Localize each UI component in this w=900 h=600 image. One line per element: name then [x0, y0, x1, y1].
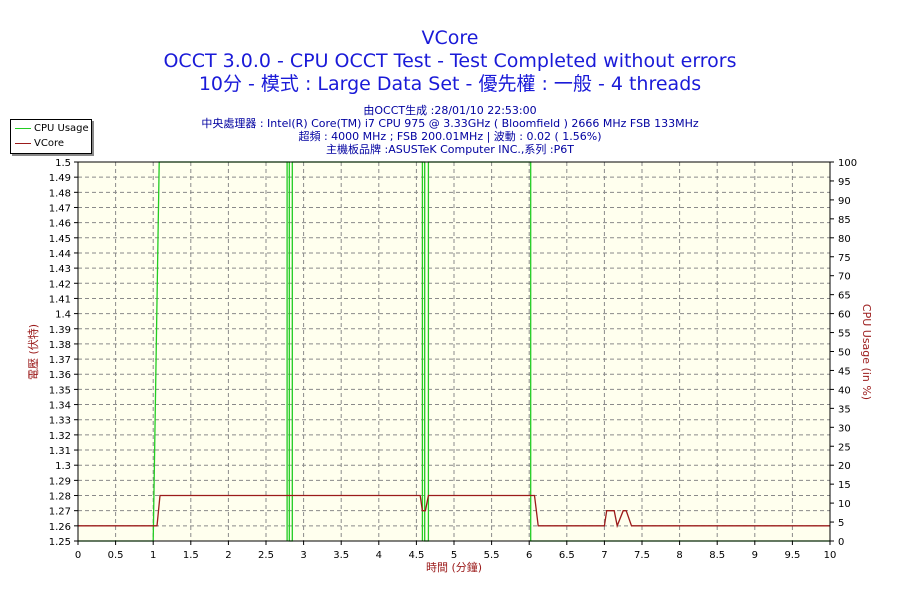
y-tick-label: 1.34: [49, 401, 71, 412]
legend-swatch-cpu-usage: [15, 127, 31, 129]
grid-lines: [78, 162, 830, 541]
y2-tick-label: 85: [838, 215, 851, 226]
y-tick-label: 1.45: [49, 234, 71, 245]
y2-axis-ticks: 0 5 10 15 20 25 30 35 40 45 50 55 60 65 70 75 80 85 90 95 10…: [830, 158, 857, 548]
y-tick-label: 1.38: [49, 340, 71, 351]
y-tick-label: 1.35: [49, 385, 71, 396]
y-tick-label: 1.36: [49, 370, 71, 381]
y-tick-label: 1.28: [49, 492, 71, 503]
x-tick-label: 6.5: [559, 550, 575, 561]
y-tick-label: 1.41: [49, 294, 71, 305]
y2-tick-label: 65: [838, 291, 851, 302]
info-generated: 由OCCT生成 :28/01/10 22:53:00: [363, 104, 537, 117]
x-tick-label: 0.5: [108, 550, 124, 561]
x-tick-label: 2: [225, 550, 231, 561]
y-tick-label: 1.47: [49, 203, 71, 214]
y-tick-label: 1.43: [49, 264, 71, 275]
y-tick-label: 1.26: [49, 522, 71, 533]
y2-tick-label: 5: [838, 518, 844, 529]
y-tick-label: 1.42: [49, 279, 71, 290]
vcore-line: [78, 494, 830, 529]
data-lines: [78, 161, 830, 542]
y-tick-label: 1.3: [55, 461, 71, 472]
y-tick-label: 1.31: [49, 446, 71, 457]
x-tick-label: 4.5: [408, 550, 424, 561]
x-tick-label: 2.5: [258, 550, 274, 561]
y2-tick-label: 0: [838, 537, 844, 548]
chart-title: VCore: [421, 27, 479, 49]
y2-tick-label: 55: [838, 329, 851, 340]
y-tick-label: 1.5: [55, 158, 71, 169]
y2-tick-label: 80: [838, 234, 851, 245]
y-tick-label: 1.44: [49, 249, 71, 260]
y2-tick-label: 10: [838, 499, 851, 510]
y2-tick-label: 20: [838, 461, 851, 472]
y2-tick-label: 95: [838, 177, 851, 188]
plot-border: [77, 161, 831, 542]
y2-tick-label: 40: [838, 385, 851, 396]
x-tick-label: 10: [824, 550, 837, 561]
y-tick-label: 1.48: [49, 188, 71, 199]
y-tick-label: 1.32: [49, 431, 71, 442]
x-tick-label: 7: [601, 550, 607, 561]
y-tick-label: 1.27: [49, 507, 71, 518]
y-axis-label: 電壓 (伏特): [26, 324, 40, 380]
chart-subtitle-mode: 10分 - 模式 : Large Data Set - 優先權 : 一般 - 4…: [198, 73, 702, 95]
legend-label-vcore: VCore: [34, 138, 64, 149]
y-tick-label: 1.29: [49, 476, 71, 487]
y2-tick-label: 90: [838, 196, 851, 207]
x-tick-label: 5: [451, 550, 457, 561]
y-tick-label: 1.4: [55, 310, 71, 321]
info-overclock: 超頻 : 4000 MHz ; FSB 200.01MHz | 波動 : 0.0…: [298, 130, 602, 143]
x-tick-label: 0: [75, 550, 81, 561]
y-tick-label: 1.25: [49, 537, 71, 548]
chart-subtitle-test: OCCT 3.0.0 - CPU OCCT Test - Test Comple…: [163, 50, 737, 72]
y2-tick-label: 30: [838, 423, 851, 434]
x-tick-label: 5.5: [484, 550, 500, 561]
y2-tick-label: 25: [838, 442, 851, 453]
legend-swatch-vcore: [15, 142, 31, 144]
y2-tick-label: 100: [838, 158, 857, 169]
info-motherboard: 主機板品牌 :ASUSTeK Computer INC.,系列 :P6T: [326, 143, 574, 156]
y-tick-label: 1.49: [49, 173, 71, 184]
x-tick-label: 8.5: [709, 550, 725, 561]
y2-axis-label: CPU Usage (in %): [860, 304, 873, 400]
x-tick-label: 8: [676, 550, 682, 561]
x-tick-label: 9.5: [784, 550, 800, 561]
y-tick-label: 1.46: [49, 219, 71, 230]
y2-tick-label: 60: [838, 310, 851, 321]
x-tick-label: 6: [526, 550, 532, 561]
plot-background: [78, 162, 830, 541]
legend-label-cpu-usage: CPU Usage: [34, 123, 89, 134]
x-tick-label: 1.5: [183, 550, 199, 561]
x-tick-label: 3.5: [333, 550, 349, 561]
x-tick-label: 9: [752, 550, 758, 561]
y-tick-label: 1.37: [49, 355, 71, 366]
x-axis-ticks: 0 0.5 1 1.5 2 2.5 3 3.5 4 4.5 5 5.5 6 6.5 7 7.5 8 8.5 9 9.5…: [75, 541, 837, 561]
info-cpu: 中央處理器 : Intel(R) Core(TM) i7 CPU 975 @ 3…: [201, 117, 699, 130]
legend-item-cpu-usage: CPU Usage: [15, 122, 89, 136]
x-tick-label: 3: [300, 550, 306, 561]
y-tick-label: 1.33: [49, 416, 71, 427]
x-tick-label: 1: [150, 550, 156, 561]
y2-tick-label: 45: [838, 366, 851, 377]
y2-tick-label: 70: [838, 272, 851, 283]
chart-legend: CPU Usage VCore: [10, 119, 92, 154]
y2-tick-label: 35: [838, 404, 851, 415]
y2-tick-label: 50: [838, 348, 851, 359]
y-tick-label: 1.39: [49, 325, 71, 336]
x-tick-label: 7.5: [634, 550, 650, 561]
y-axis-ticks: 1.25 1.26 1.27 1.28 1.29 1.3 1.31 1.32 1.33 1.34 1…: [49, 158, 78, 548]
x-tick-label: 4: [376, 550, 382, 561]
cpu-usage-line: [78, 161, 830, 542]
y2-tick-label: 15: [838, 480, 851, 491]
y2-tick-label: 75: [838, 253, 851, 264]
legend-item-vcore: VCore: [15, 137, 64, 151]
x-axis-label: 時間 (分鐘): [426, 560, 482, 574]
